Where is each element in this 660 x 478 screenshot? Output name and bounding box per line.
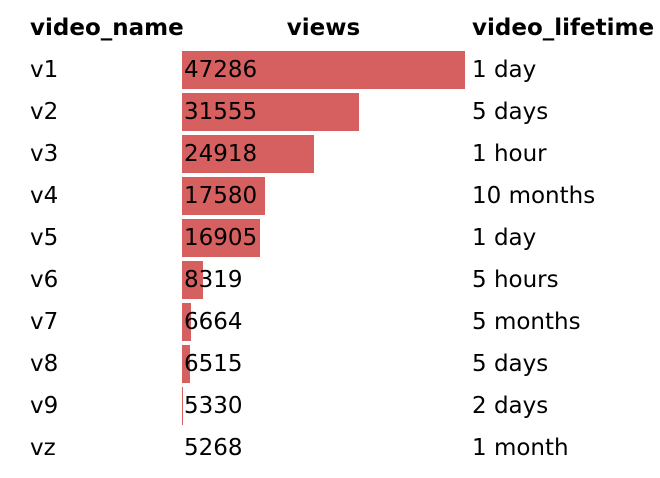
views-cell: 24918: [182, 133, 465, 175]
views-value: 5268: [184, 435, 243, 461]
video-lifetime-cell: 1 day: [472, 225, 537, 251]
video-lifetime-cell: 2 days: [472, 393, 549, 419]
header-video-name: video_name: [30, 15, 184, 41]
views-value: 16905: [184, 225, 258, 251]
views-cell: 6664: [182, 301, 465, 343]
table-body: v1 47286 1 day v2 31555 5 days v3 24918 1 hour v4…: [0, 49, 660, 469]
table-row: v4 17580 10 months: [0, 175, 660, 217]
table-row: v6 8319 5 hours: [0, 259, 660, 301]
table-row: vz 5268 1 month: [0, 427, 660, 469]
table-row: v1 47286 1 day: [0, 49, 660, 91]
video-name-cell: v2: [30, 99, 59, 125]
views-value: 5330: [184, 393, 243, 419]
video-lifetime-cell: 1 month: [472, 435, 569, 461]
video-lifetime-cell: 1 hour: [472, 141, 547, 167]
views-value: 6664: [184, 309, 243, 335]
video-name-cell: v4: [30, 183, 59, 209]
video-name-cell: v1: [30, 57, 59, 83]
views-bar: [182, 219, 261, 257]
views-cell: 8319: [182, 259, 465, 301]
video-lifetime-cell: 5 days: [472, 99, 549, 125]
views-bar: [182, 345, 191, 383]
views-value: 31555: [184, 99, 258, 125]
views-cell: 5268: [182, 427, 465, 469]
views-bar: [182, 261, 203, 299]
views-cell: 31555: [182, 91, 465, 133]
table-row: v3 24918 1 hour: [0, 133, 660, 175]
video-name-cell: v3: [30, 141, 59, 167]
views-value: 17580: [184, 183, 258, 209]
views-cell: 5330: [182, 385, 465, 427]
views-bar: [182, 177, 265, 215]
table-row: v7 6664 5 months: [0, 301, 660, 343]
video-lifetime-cell: 5 hours: [472, 267, 559, 293]
views-bar: [182, 303, 192, 341]
header-views: views: [286, 15, 361, 41]
video-lifetime-cell: 5 days: [472, 351, 549, 377]
header-row: video_name views video_lifetime: [0, 8, 660, 48]
table-row: v5 16905 1 day: [0, 217, 660, 259]
views-value: 47286: [184, 57, 258, 83]
video-name-cell: vz: [30, 435, 56, 461]
views-cell: 6515: [182, 343, 465, 385]
video-lifetime-cell: 10 months: [472, 183, 596, 209]
video-name-cell: v5: [30, 225, 59, 251]
video-name-cell: v7: [30, 309, 59, 335]
views-bar: [182, 51, 465, 89]
table-row: v2 31555 5 days: [0, 91, 660, 133]
video-name-cell: v9: [30, 393, 59, 419]
video-lifetime-cell: 5 months: [472, 309, 581, 335]
video-name-cell: v6: [30, 267, 59, 293]
views-bar: [182, 93, 360, 131]
views-bar: [182, 135, 315, 173]
views-cell: 17580: [182, 175, 465, 217]
header-video-lifetime: video_lifetime: [472, 15, 655, 41]
video-lifetime-cell: 1 day: [472, 57, 537, 83]
views-value: 24918: [184, 141, 258, 167]
views-cell: 47286: [182, 49, 465, 91]
table-row: v9 5330 2 days: [0, 385, 660, 427]
table-row: v8 6515 5 days: [0, 343, 660, 385]
views-value: 6515: [184, 351, 243, 377]
views-cell: 16905: [182, 217, 465, 259]
video-name-cell: v8: [30, 351, 59, 377]
views-value: 8319: [184, 267, 243, 293]
